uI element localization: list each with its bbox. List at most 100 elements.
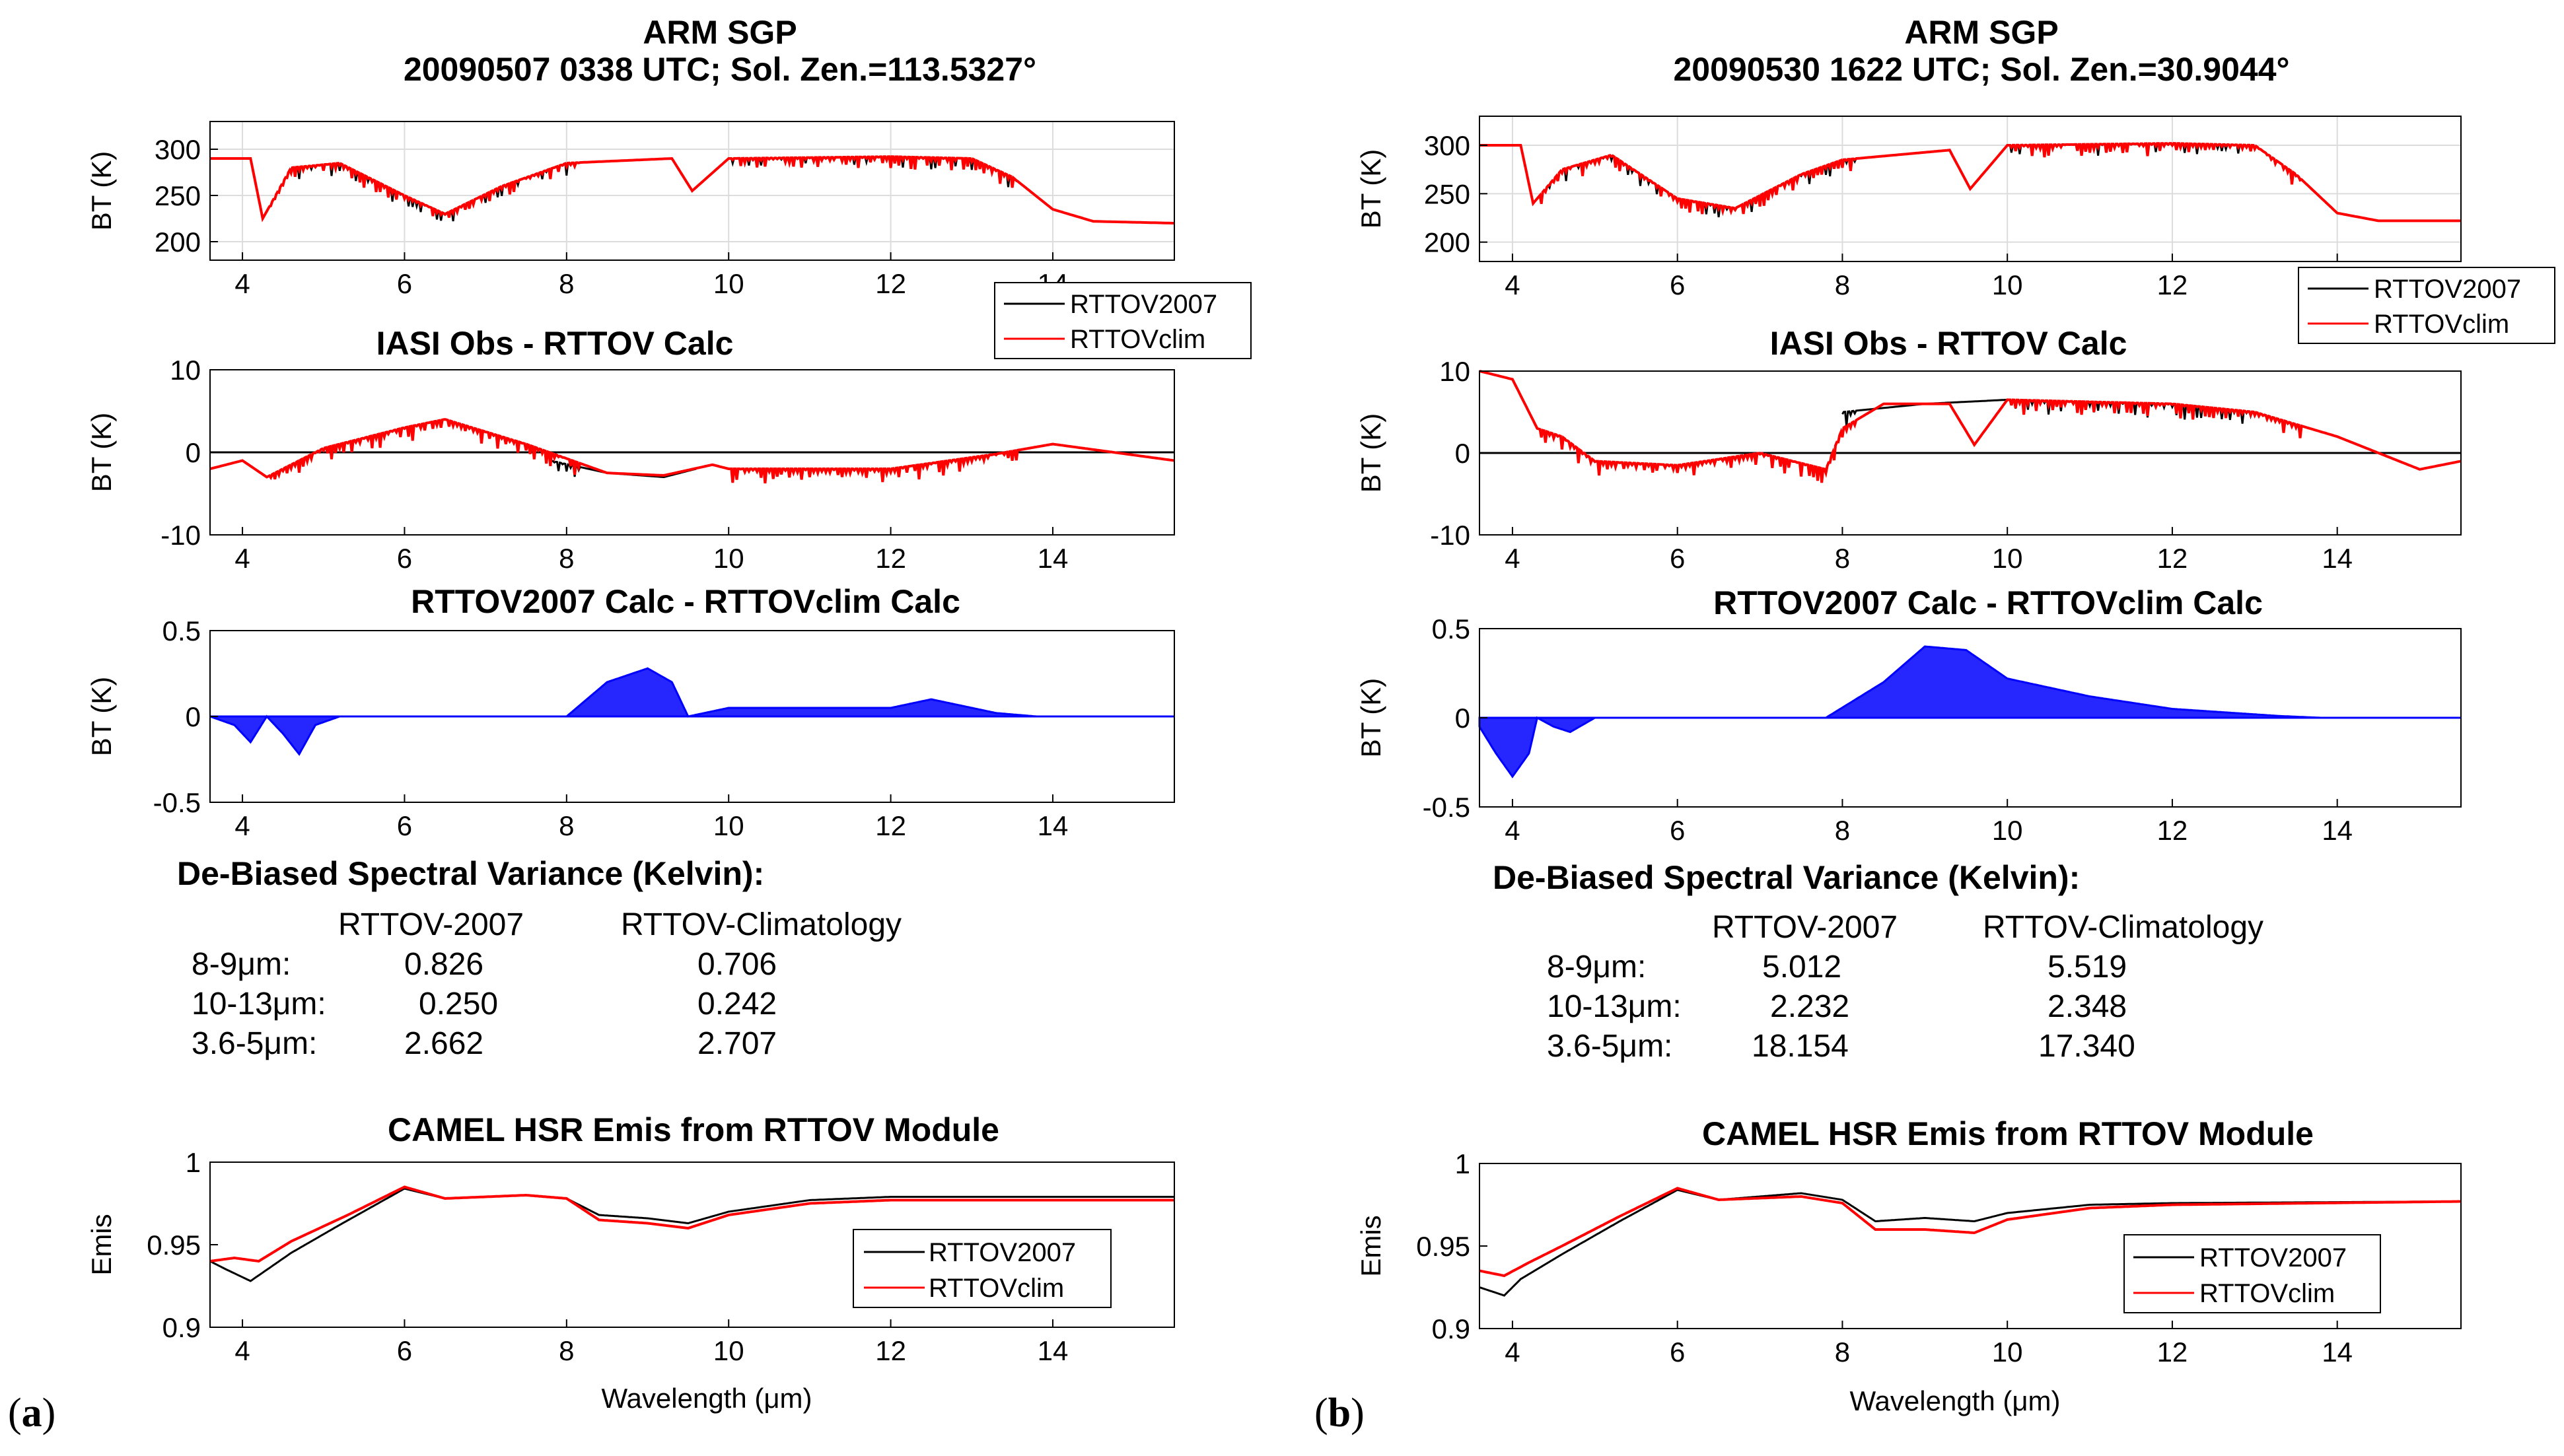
variance-row2-label-a: 10-13μm: <box>192 987 326 1022</box>
a-diff-xtick-label-1: 6 <box>397 543 412 574</box>
a-calc-xtick-label-5: 14 <box>1038 810 1069 841</box>
a-bt-xtick-label-0: 4 <box>234 268 250 299</box>
x-axis-label-a: Wavelength (μm) <box>601 1383 812 1414</box>
b-bt-xtick-label-2: 8 <box>1835 269 1850 300</box>
a-diff-series-1 <box>209 418 1175 484</box>
a-diff-xtick-label-4: 12 <box>875 543 906 574</box>
a-diff-ytick-label-1: 0 <box>186 437 201 468</box>
panel-label-b-letter: b <box>1328 1391 1351 1436</box>
b-diff-xtick-label-2: 8 <box>1835 543 1850 574</box>
b-diff-xtick-label-0: 4 <box>1505 543 1520 574</box>
calc-diff-plot-b: 4 6 8 10 12 14 -0.5 0 0.5 BT (K) <box>1355 613 2462 846</box>
b-bt-ytick-label-1: 250 <box>1424 178 1470 209</box>
a-calc-xtick-label-2: 8 <box>559 810 574 841</box>
variance-row1-v2-b: 5.519 <box>2048 950 2127 985</box>
variance-row1-label-a: 8-9μm: <box>192 947 291 982</box>
a-calc-series-0 <box>209 667 1174 756</box>
b-bt-xtick-label-0: 4 <box>1505 269 1520 300</box>
a-emis-xtick-label-0: 4 <box>234 1335 250 1366</box>
variance-heading-a: De-Biased Spectral Variance (Kelvin): <box>177 855 764 892</box>
legend-top-a-box <box>994 282 1252 359</box>
a-emis-xtick-label-1: 6 <box>397 1335 412 1366</box>
panel-a-emis-title: CAMEL HSR Emis from RTTOV Module <box>388 1111 999 1148</box>
b-diff-xtick-label-4: 12 <box>2157 543 2188 574</box>
a-calc-ytick-label-0: -0.5 <box>153 787 201 818</box>
a-bt-series-1 <box>210 155 1174 225</box>
b-calc-ytick-label-2: 0.5 <box>1432 613 1470 644</box>
b-bt-xtick-label-1: 6 <box>1670 269 1685 300</box>
variance-row3-v2-a: 2.707 <box>697 1026 777 1061</box>
variance-row2-v1-a: 0.250 <box>419 987 498 1022</box>
variance-row1-v1-b: 5.012 <box>1762 950 1841 985</box>
b-bt-ylabel: BT (K) <box>1355 149 1386 229</box>
a-emis-ytick-label-0: 0.9 <box>162 1312 201 1343</box>
emis-plot-b: 4 6 8 10 12 14 0.9 0.95 1 Emis <box>1355 1148 2462 1368</box>
panel-b-title-line1: ARM SGP <box>1904 14 2058 51</box>
b-emis-xtick-label-2: 8 <box>1835 1336 1850 1368</box>
variance-heading-b: De-Biased Spectral Variance (Kelvin): <box>1493 859 2080 896</box>
a-calc-ytick-label-1: 0 <box>186 701 201 732</box>
b-emis-xtick-label-1: 6 <box>1670 1336 1685 1368</box>
variance-col1-a: RTTOV-2007 <box>338 907 524 942</box>
b-calc-xtick-label-1: 6 <box>1670 815 1685 846</box>
variance-col1-b: RTTOV-2007 <box>1712 910 1898 945</box>
panel-a-calc-title: RTTOV2007 Calc - RTTOVclim Calc <box>411 583 960 620</box>
b-diff-xtick-label-3: 10 <box>1992 543 2023 574</box>
a-bt-frame <box>209 121 1175 261</box>
a-diff-xtick-label-3: 10 <box>713 543 744 574</box>
panel-label-b: (b) <box>1314 1391 1365 1436</box>
legend-emis-a-label-2: RTTOVclim <box>929 1274 1064 1303</box>
variance-row1-label-b: 8-9μm: <box>1547 950 1646 985</box>
b-calc-ylabel: BT (K) <box>1355 678 1386 758</box>
b-emis-xtick-label-4: 12 <box>2157 1336 2188 1368</box>
calc-diff-plot-a: 4 6 8 10 12 14 -0.5 0 0.5 BT (K) <box>86 615 1175 841</box>
b-bt-frame <box>1479 116 2462 262</box>
variance-row3-v1-a: 2.662 <box>404 1026 483 1061</box>
a-diff-xtick-label-2: 8 <box>559 543 574 574</box>
variance-row2-label-b: 10-13μm: <box>1547 989 1682 1024</box>
a-bt-xtick-label-1: 6 <box>397 268 412 299</box>
a-emis-xtick-label-3: 10 <box>713 1335 744 1366</box>
variance-col2-b: RTTOV-Climatology <box>1983 910 2263 945</box>
variance-row2-v2-a: 0.242 <box>697 987 777 1022</box>
variance-row3-label-a: 3.6-5μm: <box>192 1026 317 1061</box>
panel-b: ARM SGP 20090530 1622 UTC; Sol. Zen.=30.… <box>1314 14 2555 1436</box>
b-bt-series-0 <box>1479 142 2461 222</box>
panel-label-a-letter: a <box>22 1391 42 1436</box>
a-emis-series-1 <box>209 1185 1174 1263</box>
panel-label-b-close: ) <box>1351 1391 1365 1436</box>
legend-top-a-label-1: RTTOV2007 <box>1070 290 1217 319</box>
b-calc-xtick-label-2: 8 <box>1835 815 1850 846</box>
variance-row2-v1-b: 2.232 <box>1770 989 1849 1024</box>
b-calc-xtick-label-4: 12 <box>2157 815 2188 846</box>
panel-label-a-open: ( <box>8 1391 22 1436</box>
a-calc-xtick-label-0: 4 <box>234 810 250 841</box>
variance-row3-v2-b: 17.340 <box>2038 1029 2135 1064</box>
diff-plot-b: 4 6 8 10 12 14 -10 0 10 BT (K) <box>1355 356 2462 574</box>
a-bt-ylabel: BT (K) <box>86 151 117 231</box>
a-calc-xtick-label-1: 6 <box>397 810 412 841</box>
a-emis-xtick-label-2: 8 <box>559 1335 574 1366</box>
b-bt-series-1 <box>1479 142 2461 223</box>
variance-row1-v2-a: 0.706 <box>697 947 777 982</box>
legend-emis-a: RTTOV2007 RTTOVclim <box>853 1229 1112 1308</box>
a-bt-ytick-label-1: 250 <box>155 180 201 211</box>
b-bt-ytick-label-0: 200 <box>1424 227 1470 258</box>
b-emis-xtick-label-0: 4 <box>1505 1336 1520 1368</box>
b-diff-ylabel: BT (K) <box>1355 413 1386 493</box>
variance-table-a: De-Biased Spectral Variance (Kelvin): RT… <box>177 855 902 1061</box>
b-emis-xtick-label-3: 10 <box>1992 1336 2023 1368</box>
bt-plot-a: 468101214200250300BT (K) <box>86 121 1175 299</box>
b-bt-xtick-label-3: 10 <box>1992 269 2023 300</box>
a-calc-xtick-label-4: 12 <box>875 810 906 841</box>
bt-plot-b: 468101214200250300BT (K) <box>1355 116 2462 300</box>
panel-a-diff-title: IASI Obs - RTTOV Calc <box>376 325 734 362</box>
legend-top-a-label-2: RTTOVclim <box>1070 325 1205 354</box>
b-calc-xtick-label-3: 10 <box>1992 815 2023 846</box>
variance-row3-v1-b: 18.154 <box>1752 1029 1849 1064</box>
b-diff-xtick-label-5: 14 <box>2322 543 2353 574</box>
panel-b-calc-title: RTTOV2007 Calc - RTTOVclim Calc <box>1713 584 2263 621</box>
a-diff-ytick-label-2: 10 <box>170 355 201 386</box>
